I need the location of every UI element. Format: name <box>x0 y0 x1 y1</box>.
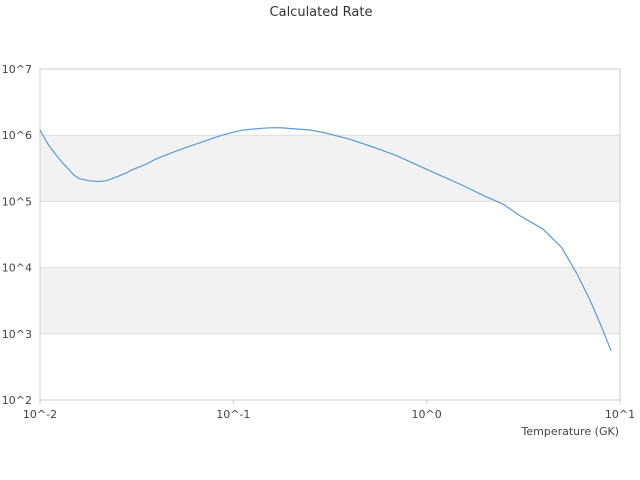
plot-bands <box>40 135 620 334</box>
x-axis-title: Temperature (GK) <box>521 425 620 438</box>
plot-frame <box>39 68 621 401</box>
x-tick-label: 10^1 <box>605 408 635 421</box>
chart-title: Calculated Rate <box>270 5 373 20</box>
y-tick-label: 10^5 <box>2 195 32 208</box>
y-tick-label: 10^2 <box>2 394 32 407</box>
series-line <box>39 127 612 352</box>
x-tick-label: 10^-2 <box>23 408 57 421</box>
plot-border <box>39 68 621 404</box>
y-tick-labels: 10^2 10^3 10^4 10^5 10^6 10^7 <box>2 63 32 407</box>
y-tick-label: 10^4 <box>2 262 32 275</box>
series-layer <box>39 127 612 352</box>
x-tick-labels: 10^-2 10^-1 10^0 10^1 <box>23 408 635 421</box>
y-tick-label: 10^6 <box>2 129 32 142</box>
plot-band <box>40 135 620 202</box>
grid-lines <box>40 68 620 401</box>
plot-band <box>40 267 620 334</box>
x-tick-label: 10^0 <box>412 408 442 421</box>
y-tick-label: 10^3 <box>2 328 32 341</box>
y-tick-label: 10^7 <box>2 63 32 76</box>
x-tick-label: 10^-1 <box>216 408 250 421</box>
